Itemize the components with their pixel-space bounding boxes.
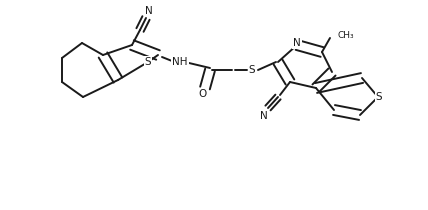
Text: N: N — [260, 111, 268, 121]
Text: N: N — [145, 6, 153, 16]
Text: O: O — [199, 89, 207, 99]
Text: NH: NH — [172, 57, 188, 67]
Text: S: S — [145, 57, 152, 67]
Text: S: S — [376, 92, 382, 102]
Text: CH₃: CH₃ — [338, 30, 355, 39]
Text: N: N — [293, 38, 301, 48]
Text: S: S — [249, 65, 256, 75]
